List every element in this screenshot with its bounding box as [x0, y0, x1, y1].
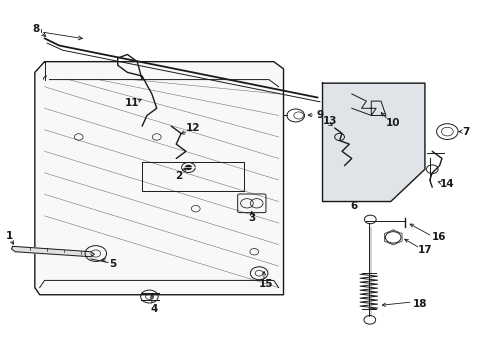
Text: 6: 6	[350, 201, 357, 211]
Text: 4: 4	[150, 304, 158, 314]
Text: 5: 5	[109, 259, 116, 269]
Text: 10: 10	[385, 118, 400, 128]
Circle shape	[184, 165, 191, 170]
Text: 7: 7	[462, 127, 469, 136]
Text: 8: 8	[32, 24, 40, 35]
Text: 11: 11	[125, 98, 139, 108]
Polygon shape	[11, 246, 94, 257]
Text: 14: 14	[439, 179, 453, 189]
Text: 15: 15	[259, 279, 273, 289]
Polygon shape	[35, 62, 283, 295]
Text: 3: 3	[248, 213, 255, 222]
Text: 13: 13	[322, 116, 336, 126]
Polygon shape	[322, 83, 424, 202]
Text: 2: 2	[175, 171, 182, 181]
Text: 9: 9	[316, 110, 323, 120]
Text: 16: 16	[431, 232, 446, 242]
Text: 1: 1	[6, 231, 13, 240]
Text: 12: 12	[185, 123, 200, 133]
Text: 17: 17	[417, 245, 431, 255]
Text: 18: 18	[412, 299, 427, 309]
